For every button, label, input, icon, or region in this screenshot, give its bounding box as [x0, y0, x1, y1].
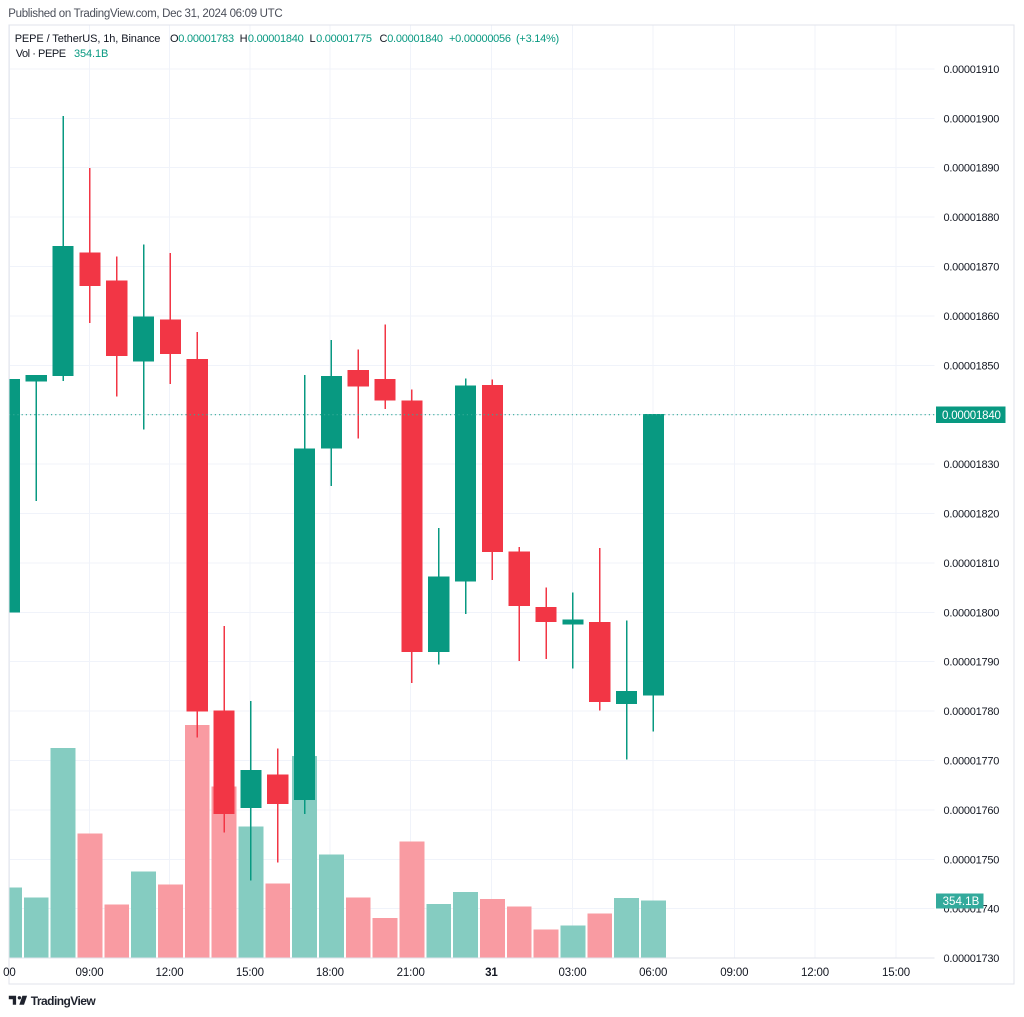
svg-text:0.00001750: 0.00001750	[944, 854, 1000, 866]
svg-text:0.00001783: 0.00001783	[178, 33, 234, 45]
svg-text:18:00: 18:00	[316, 967, 344, 979]
svg-text:Vol · PEPE: Vol · PEPE	[16, 48, 66, 60]
svg-text:0.00001780: 0.00001780	[944, 706, 1000, 718]
svg-text:0.00001860: 0.00001860	[944, 311, 1000, 323]
svg-text:0.00001810: 0.00001810	[944, 558, 1000, 570]
svg-text:L: L	[310, 33, 316, 45]
svg-text:09:00: 09:00	[720, 967, 748, 979]
svg-text:C: C	[380, 33, 388, 45]
svg-text:0.00001775: 0.00001775	[316, 33, 372, 45]
svg-text:(+3.14%): (+3.14%)	[516, 33, 559, 45]
svg-text:TradingView: TradingView	[31, 994, 97, 1008]
svg-text:0.00001840: 0.00001840	[248, 33, 304, 45]
svg-text:0.00001800: 0.00001800	[944, 607, 1000, 619]
svg-text:0.00001840: 0.00001840	[942, 410, 1001, 422]
svg-text:0.00001760: 0.00001760	[944, 805, 1000, 817]
svg-text:354.1B: 354.1B	[943, 896, 980, 908]
svg-text:0.00001900: 0.00001900	[944, 113, 1000, 125]
svg-text:06:00: 06:00	[639, 967, 667, 979]
svg-text:0.00001890: 0.00001890	[944, 163, 1000, 175]
svg-text:21:00: 21:00	[397, 967, 425, 979]
svg-text:Published on TradingView.com,: Published on TradingView.com, Dec 31, 20…	[8, 8, 282, 20]
svg-text:354.1B: 354.1B	[74, 48, 108, 60]
svg-text:0.00001770: 0.00001770	[944, 756, 1000, 768]
svg-text:0.00001840: 0.00001840	[387, 33, 443, 45]
svg-text:00: 00	[3, 967, 16, 979]
svg-text:09:00: 09:00	[75, 967, 103, 979]
svg-text:PEPE / TetherUS, 1h, Binance: PEPE / TetherUS, 1h, Binance	[15, 33, 161, 45]
svg-text:0.00001730: 0.00001730	[944, 953, 1000, 965]
svg-text:15:00: 15:00	[236, 967, 264, 979]
svg-text:15:00: 15:00	[882, 967, 910, 979]
svg-text:0.00001790: 0.00001790	[944, 657, 1000, 669]
svg-text:31: 31	[485, 967, 498, 979]
svg-text:H: H	[240, 33, 248, 45]
svg-text:0.00001830: 0.00001830	[944, 459, 1000, 471]
svg-text:0.00001820: 0.00001820	[944, 509, 1000, 521]
svg-text:+0.00000056: +0.00000056	[449, 33, 511, 45]
svg-text:0.00001850: 0.00001850	[944, 360, 1000, 372]
svg-text:0.00001870: 0.00001870	[944, 262, 1000, 274]
svg-text:0.00001880: 0.00001880	[944, 212, 1000, 224]
svg-text:O: O	[170, 33, 179, 45]
svg-text:03:00: 03:00	[558, 967, 586, 979]
svg-text:12:00: 12:00	[801, 967, 829, 979]
svg-text:0.00001910: 0.00001910	[944, 64, 1000, 76]
svg-text:12:00: 12:00	[155, 967, 183, 979]
